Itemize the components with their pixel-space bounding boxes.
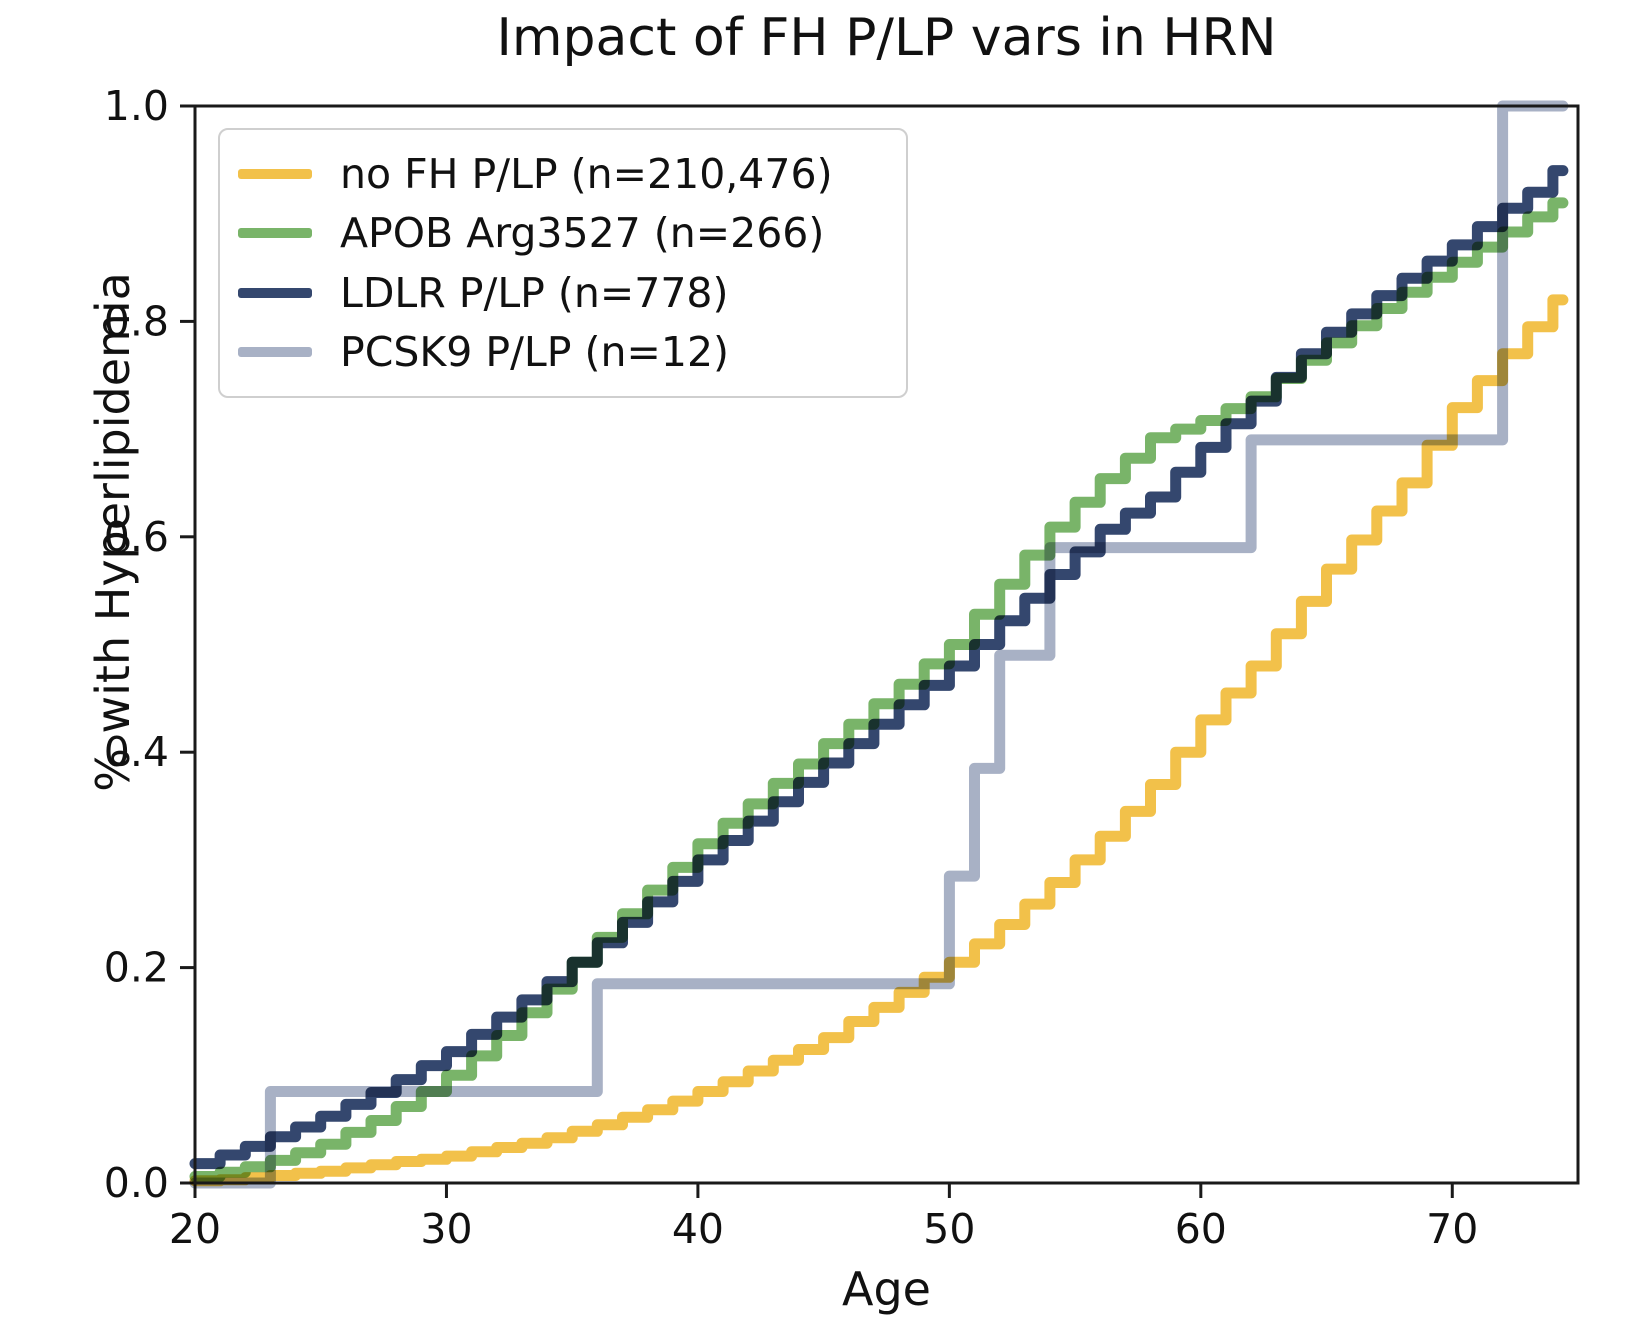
- y-axis-label: % with Hyperlipidemia: [86, 272, 140, 792]
- y-tick-label-0.2: 0.2: [104, 944, 169, 992]
- y-tick-label-0.8: 0.8: [104, 297, 169, 345]
- y-tick-label-0.4: 0.4: [104, 728, 169, 776]
- x-tick-label-20: 20: [169, 1205, 221, 1253]
- legend-item-apob-arg3527: APOB Arg3527 (n=266): [238, 207, 888, 259]
- legend-swatch-no-fh-plp: [238, 168, 312, 179]
- y-tick-label-0.6: 0.6: [104, 513, 169, 561]
- series-line-ldlr-plp: [189, 165, 1569, 1170]
- x-tick-label-30: 30: [420, 1205, 472, 1253]
- x-tick-label-60: 60: [1175, 1205, 1227, 1253]
- x-tick-label-40: 40: [672, 1205, 724, 1253]
- legend-label-pcsk9-plp: PCSK9 P/LP (n=12): [340, 328, 730, 377]
- x-tick-label-50: 50: [923, 1205, 975, 1253]
- x-axis-label: Age: [842, 1262, 931, 1316]
- legend-label-ldlr-plp: LDLR P/LP (n=778): [340, 268, 729, 317]
- x-tick-label-70: 70: [1426, 1205, 1478, 1253]
- series-line-pcsk9-plp: [189, 100, 1569, 1189]
- axes-spines: [193, 104, 1580, 1185]
- legend-label-no-fh-plp: no FH P/LP (n=210,476): [340, 149, 833, 198]
- legend-item-no-fh-plp: no FH P/LP (n=210,476): [238, 148, 888, 200]
- legend-item-pcsk9-plp: PCSK9 P/LP (n=12): [238, 326, 888, 378]
- legend-label-apob-arg3527: APOB Arg3527 (n=266): [340, 209, 825, 258]
- legend-item-ldlr-plp: LDLR P/LP (n=778): [238, 267, 888, 319]
- legend-swatch-pcsk9-plp: [238, 347, 312, 358]
- legend-swatch-ldlr-plp: [238, 287, 312, 298]
- y-tick-label-0.0: 0.0: [104, 1159, 169, 1207]
- series-line-no-fh-plp: [189, 294, 1569, 1187]
- y-tick-label-1.0: 1.0: [104, 82, 169, 130]
- legend-swatch-apob-arg3527: [238, 228, 312, 239]
- legend: no FH P/LP (n=210,476) APOB Arg3527 (n=2…: [218, 128, 908, 398]
- chart-title: Impact of FH P/LP vars in HRN: [496, 8, 1277, 68]
